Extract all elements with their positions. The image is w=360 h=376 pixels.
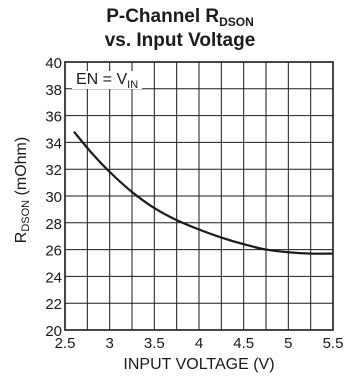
plot-frame bbox=[64, 61, 334, 331]
y-tick-label-3: 26 bbox=[45, 243, 62, 260]
y-tick-label-7: 34 bbox=[45, 135, 62, 152]
series-layer bbox=[73, 130, 334, 255]
y-axis-label-subscript: DSON bbox=[20, 199, 32, 232]
x-tick-label-3: 4 bbox=[195, 335, 203, 352]
annotation-main: EN = V bbox=[76, 71, 128, 88]
x-tick-label-5: 5 bbox=[284, 335, 292, 352]
y-tick-label-2: 24 bbox=[45, 269, 62, 286]
chart-title-main: P-Channel R bbox=[106, 6, 220, 27]
x-tick-label-0: 2.5 bbox=[55, 335, 76, 352]
annotation-subscript: IN bbox=[127, 79, 139, 91]
x-tick-label-2: 3.5 bbox=[144, 335, 165, 352]
y-tick-label-10: 40 bbox=[45, 55, 62, 72]
y-tick-label-6: 32 bbox=[45, 162, 62, 179]
x-axis-label: INPUT VOLTAGE (V) bbox=[123, 356, 274, 373]
y-tick-label-9: 38 bbox=[45, 82, 62, 99]
chart-title: P-Channel RDSON bbox=[0, 6, 360, 29]
condition-annotation: EN = VIN bbox=[72, 71, 143, 91]
x-tick-label-4: 4.5 bbox=[233, 335, 254, 352]
grid-lines bbox=[64, 61, 334, 331]
y-tick-label-0: 20 bbox=[45, 323, 62, 340]
x-tick-label-6: 5.5 bbox=[323, 335, 344, 352]
plot-border bbox=[64, 61, 334, 331]
chart-title-subscript: DSON bbox=[219, 15, 254, 29]
y-tick-label-8: 36 bbox=[45, 109, 62, 126]
y-tick-label-1: 22 bbox=[45, 296, 62, 313]
y-tick-label-4: 28 bbox=[45, 216, 62, 233]
y-tick-label-5: 30 bbox=[45, 189, 62, 206]
x-tick-label-1: 3 bbox=[105, 335, 113, 352]
y-axis-label: RDSON (mOhm) bbox=[13, 136, 32, 244]
chart-title-line2: vs. Input Voltage bbox=[104, 30, 256, 51]
y-axis-ticks: 20 22 24 26 28 30 32 34 36 38 40 bbox=[45, 55, 62, 340]
y-axis-label-main: R bbox=[13, 231, 30, 244]
series-line-0 bbox=[73, 130, 334, 255]
x-axis-ticks: 2.5 3 3.5 4 4.5 5 5.5 bbox=[55, 335, 344, 352]
y-axis-label-unit: (mOhm) bbox=[13, 136, 30, 200]
